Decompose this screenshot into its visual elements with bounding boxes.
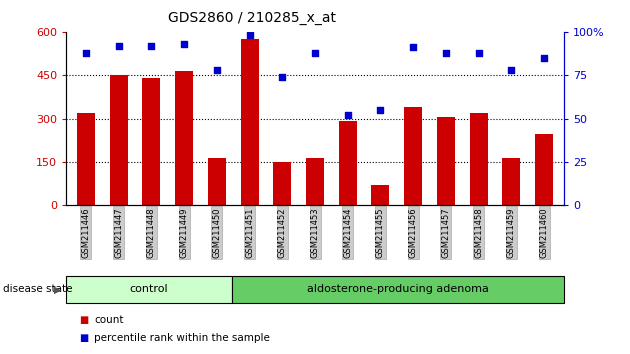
Text: GSM211449: GSM211449 — [180, 207, 188, 258]
Bar — [175, 71, 193, 205]
Text: GSM211452: GSM211452 — [278, 207, 287, 258]
Point — [474, 50, 484, 56]
Text: control: control — [130, 284, 168, 295]
Bar — [437, 117, 455, 205]
Bar — [404, 107, 422, 205]
Point — [310, 50, 320, 56]
Bar — [66, 276, 232, 303]
Bar — [372, 185, 389, 205]
Bar — [232, 276, 564, 303]
Text: GSM211446: GSM211446 — [81, 207, 90, 258]
Text: GSM211454: GSM211454 — [343, 207, 352, 258]
Point — [408, 45, 418, 50]
Point — [539, 55, 549, 61]
Point — [507, 67, 517, 73]
Text: GSM211457: GSM211457 — [442, 207, 450, 258]
Bar — [273, 162, 291, 205]
Bar — [241, 39, 258, 205]
Point — [179, 41, 189, 47]
Point — [277, 74, 287, 80]
Text: GSM211455: GSM211455 — [376, 207, 385, 258]
Bar — [110, 75, 127, 205]
Text: GSM211459: GSM211459 — [507, 207, 516, 258]
Bar — [77, 113, 94, 205]
Text: ■: ■ — [79, 315, 88, 325]
Text: count: count — [94, 315, 124, 325]
Point — [343, 112, 353, 118]
Text: GSM211460: GSM211460 — [540, 207, 549, 258]
Point — [244, 33, 255, 38]
Text: GDS2860 / 210285_x_at: GDS2860 / 210285_x_at — [168, 11, 336, 25]
Text: percentile rank within the sample: percentile rank within the sample — [94, 333, 270, 343]
Bar — [339, 121, 357, 205]
Text: GSM211448: GSM211448 — [147, 207, 156, 258]
Bar — [470, 113, 488, 205]
Bar — [503, 158, 520, 205]
Text: aldosterone-producing adenoma: aldosterone-producing adenoma — [307, 284, 489, 295]
Bar — [536, 135, 553, 205]
Text: ▶: ▶ — [54, 284, 61, 295]
Text: GSM211456: GSM211456 — [409, 207, 418, 258]
Point — [81, 50, 91, 56]
Point — [441, 50, 451, 56]
Text: GSM211450: GSM211450 — [212, 207, 221, 258]
Point — [146, 43, 156, 48]
Point — [375, 107, 386, 113]
Text: GSM211453: GSM211453 — [311, 207, 319, 258]
Text: GSM211451: GSM211451 — [245, 207, 254, 258]
Bar — [208, 158, 226, 205]
Text: ■: ■ — [79, 333, 88, 343]
Text: GSM211458: GSM211458 — [474, 207, 483, 258]
Text: GSM211447: GSM211447 — [114, 207, 123, 258]
Bar — [142, 78, 160, 205]
Text: disease state: disease state — [3, 284, 72, 295]
Bar — [306, 158, 324, 205]
Point — [113, 43, 123, 48]
Point — [212, 67, 222, 73]
